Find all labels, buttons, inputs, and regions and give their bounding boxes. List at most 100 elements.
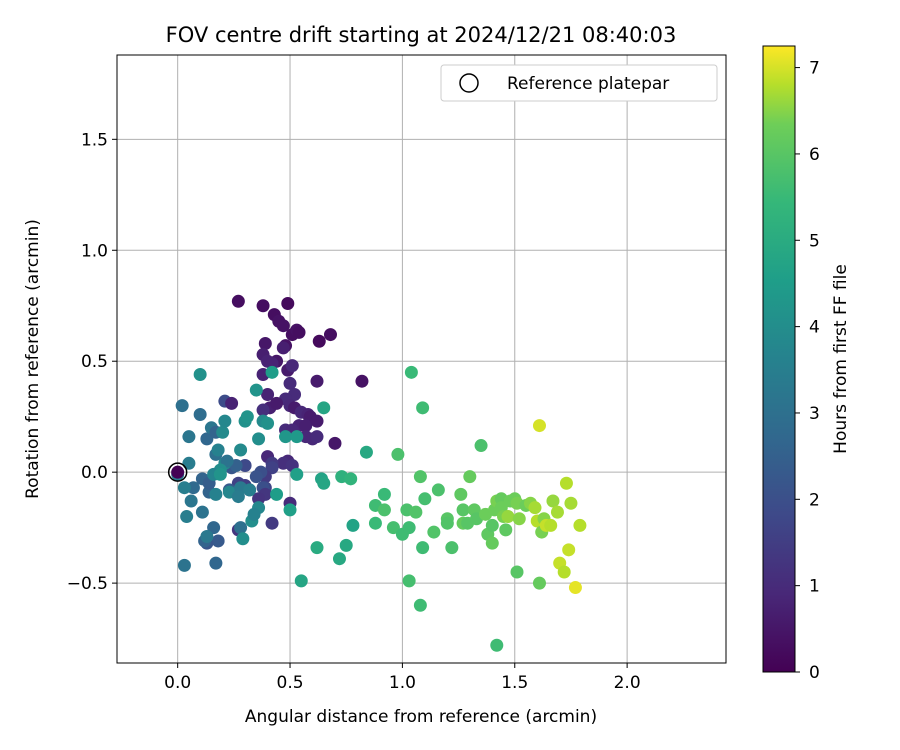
scatter-point [490,638,504,652]
scatter-point [310,430,324,444]
scatter-point [377,503,391,517]
legend: Reference platepar [440,64,718,102]
scatter-point [256,403,270,417]
colorbar: 0 1 2 3 4 5 6 7 Hours from first FF file [762,45,851,683]
scatter-point [236,532,250,546]
y-tick-label: −0.5 [67,574,108,594]
scatter-point [312,334,326,348]
x-tick-label: 1.5 [501,673,528,693]
x-axis-ticks: 0.0 0.5 1.0 1.5 2.0 [164,663,641,693]
x-tick-label: 0.0 [164,673,191,693]
legend-entry-label: Reference platepar [507,74,669,94]
scatter-point [256,299,270,313]
scatter-point [177,558,191,572]
scatter-point [243,483,257,497]
scatter-point [265,365,279,379]
scatter-point [182,430,196,444]
scatter-point [209,487,223,501]
scatter-point [317,476,331,490]
scatter-point [328,436,342,450]
scatter-point [344,472,358,486]
scatter-point [544,518,558,532]
scatter-point [283,376,297,390]
scatter-point [231,294,245,308]
scatter-point [220,454,234,468]
colorbar-tick-label: 4 [809,318,820,338]
colorbar-tick-label: 3 [809,404,820,424]
scatter-point [177,481,191,495]
scatter-point [193,368,207,382]
scatter-point [550,505,564,519]
x-tick-label: 2.0 [614,673,641,693]
scatter-point [445,541,459,555]
scatter-point [186,481,200,495]
scatter-point [377,487,391,501]
scatter-point [213,467,227,481]
scatter-point [281,297,295,311]
scatter-point [184,494,198,508]
scatter-point [474,439,488,453]
scatter-point [559,476,573,490]
scatter-point [532,419,546,433]
scatter-point [207,521,221,535]
scatter-point [279,430,293,444]
reference-marker [167,462,188,482]
scatter-point [346,518,360,532]
scatter-point [546,494,560,508]
y-tick-label: 0.5 [81,352,108,372]
scatter-point [240,410,254,424]
scatter-point [532,576,546,590]
scatter-point [409,505,423,519]
scatter-point [290,467,304,481]
scatter-point [292,325,306,339]
scatter-point [249,383,263,397]
scatter-point [485,536,499,550]
colorbar-ticks: 0 1 2 3 4 5 6 7 [795,59,820,683]
scatter-point [332,552,346,566]
x-axis-label: Angular distance from reference (arcmin) [245,707,597,727]
scatter-point [416,541,430,555]
colorbar-label: Hours from first FF file [831,264,851,454]
colorbar-tick-label: 6 [809,145,820,165]
legend-box [440,64,718,102]
y-tick-label: 1.0 [81,241,108,261]
scatter-point [265,461,279,475]
scatter-point [355,374,369,388]
scatter-point [270,487,284,501]
scatter-point [261,388,275,402]
x-tick-label: 1.0 [389,673,416,693]
scatter-point [290,430,304,444]
scatter-point [454,487,468,501]
scatter-point [276,319,290,333]
scatter-point [234,521,248,535]
scatter-point [299,419,313,433]
scatter-point [200,530,214,544]
scatter-point [234,443,248,457]
scatter-point [276,341,290,355]
scatter-point [285,359,299,373]
plot-frame [116,54,727,664]
scatter-point [501,510,515,524]
scatter-point [200,432,214,446]
scatter-point [209,556,223,570]
scatter-point [252,432,266,446]
scatter-point [238,459,252,473]
colorbar-tick-label: 2 [809,490,820,510]
chart-title: FOV centre drift starting at 2024/12/21 … [166,23,677,47]
colorbar-tick-label: 0 [809,663,820,683]
scatter-point [175,399,189,413]
scatter-point [218,414,232,428]
colorbar-gradient [762,45,796,673]
reference-marker-group [167,462,188,482]
scatter-point [216,425,230,439]
scatter-point [339,538,353,552]
scatter-point [456,503,470,517]
scatter-point [573,518,587,532]
scatter-point [431,483,445,497]
scatter-point [391,447,405,461]
scatter-point [510,565,524,579]
scatter-point [310,541,324,555]
scatter-point [180,510,194,524]
scatter-point [386,521,400,535]
scatter-point [359,445,373,459]
